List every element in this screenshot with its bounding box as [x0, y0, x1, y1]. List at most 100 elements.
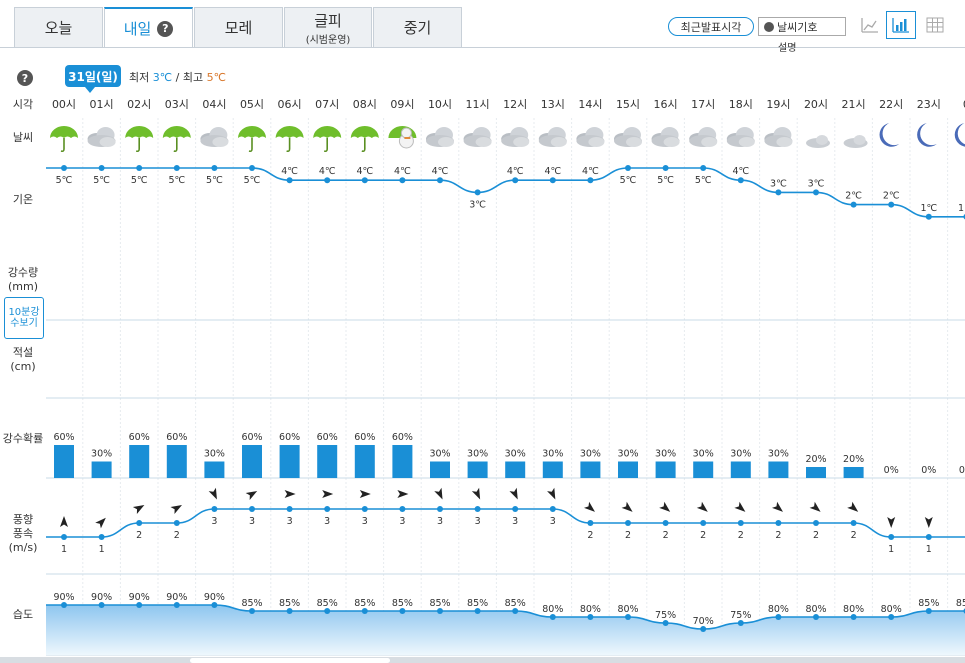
wind-arrow-icon: [471, 487, 481, 500]
temperature-point: [98, 165, 105, 171]
hour-label: 16시: [654, 98, 678, 111]
temperature-point: [737, 177, 744, 184]
precip-prob-label: 30%: [730, 449, 751, 460]
wind-speed-label: 3: [362, 516, 368, 527]
wind-arrow-icon: [322, 490, 334, 498]
hour-label: 04시: [202, 98, 226, 111]
wind-speed-label: 2: [775, 530, 781, 541]
wind-point: [437, 506, 443, 512]
humidity-label: 80%: [805, 604, 826, 615]
temperature-point: [813, 189, 819, 196]
wind-arrow-icon: [924, 517, 933, 528]
snow-row-label: 적설 (cm): [0, 346, 46, 374]
cloud-icon: [538, 127, 567, 147]
hour-label: 12시: [503, 98, 527, 111]
precip-prob-label: 30%: [204, 449, 225, 460]
umbrella-icon: [275, 126, 304, 153]
hour-label: 13시: [541, 98, 565, 111]
precip-prob-label: 60%: [279, 432, 300, 443]
temperature-label: 3℃: [469, 199, 486, 210]
wind-speed-label: 2: [625, 530, 631, 541]
wind-arrow-icon: [434, 487, 443, 500]
help-icon[interactable]: ?: [157, 20, 174, 37]
temperature-point: [587, 177, 594, 184]
precip-prob-bar: [91, 461, 112, 478]
humidity-label: 90%: [204, 592, 225, 603]
tab-two-days-after[interactable]: 글피 (시범운영): [284, 7, 372, 48]
wind-point: [61, 534, 67, 540]
hour-label: 03시: [165, 98, 189, 111]
humidity-area: [46, 605, 965, 655]
temperature-point: [925, 213, 932, 220]
tab-today[interactable]: 오늘: [14, 7, 103, 48]
precip-prob-bar: [430, 461, 450, 478]
temperature-point: [61, 165, 67, 171]
hour-label: 06시: [278, 98, 302, 111]
temperature-label: 5℃: [131, 175, 148, 186]
min-temp: 3℃: [152, 71, 173, 84]
weather-symbol-button[interactable]: 날씨기호: [758, 17, 846, 36]
snow-label: 적설: [12, 346, 34, 359]
humidity-label: 85%: [467, 598, 488, 609]
wind-point: [474, 506, 481, 512]
temperature-point: [549, 177, 556, 184]
hour-label: 00시: [52, 98, 76, 111]
info-icon: [764, 21, 774, 32]
wind-point: [512, 506, 519, 512]
precip-prob-label: 30%: [580, 449, 601, 460]
cloud-icon: [87, 127, 116, 147]
temperature-label: 5℃: [657, 175, 674, 186]
wind-arrow-icon: [621, 501, 633, 512]
wind-arrow-icon: [887, 517, 896, 528]
cloud-icon: [426, 127, 454, 147]
wind-dir-label: 풍향: [12, 513, 34, 526]
bar-chart-view-button[interactable]: [855, 11, 885, 39]
precip-prob-bar: [392, 445, 413, 478]
precip-prob-bar: [204, 461, 225, 478]
precip-prob-bar: [505, 461, 526, 478]
tab-mid-term[interactable]: 중기: [373, 7, 462, 48]
precip-prob-label: 30%: [693, 449, 714, 460]
wind-arrow-icon: [509, 487, 518, 500]
umbrella-icon: [350, 126, 379, 153]
tab-sublabel: (시범운영): [305, 34, 351, 46]
table-view-button[interactable]: [920, 11, 950, 39]
wind-speed-label: 3: [475, 516, 481, 527]
wind-speed-label: 1: [888, 544, 894, 555]
humidity-point: [662, 620, 669, 626]
precip-prob-bar: [655, 461, 676, 478]
humidity-label: 85%: [918, 598, 939, 609]
umbrella-icon: [238, 126, 266, 153]
humidity-label: 90%: [53, 592, 74, 603]
wind-point: [700, 520, 707, 526]
latest-release-button[interactable]: 최근발표시각: [668, 17, 754, 36]
temperature-label: 4℃: [281, 166, 298, 177]
graph-view-button[interactable]: [886, 11, 916, 39]
moon-icon: [954, 123, 965, 147]
humidity-point: [286, 608, 293, 614]
humidity-label: 90%: [166, 592, 187, 603]
humidity-label: 85%: [392, 598, 413, 609]
cloud-icon: [689, 127, 718, 147]
help-icon[interactable]: ?: [17, 70, 33, 86]
temperature-point: [249, 165, 255, 171]
ten-minute-precip-button[interactable]: 10분강수보기: [4, 297, 44, 339]
humidity-point: [249, 608, 255, 614]
precip-prob-bar: [843, 467, 864, 478]
scrollbar-thumb[interactable]: [190, 658, 390, 663]
tab-label: 글피: [314, 11, 342, 30]
temperature-point: [136, 165, 143, 171]
humidity-point: [625, 614, 631, 620]
min-label: 최저: [129, 71, 150, 84]
wind-speed-label: 2: [813, 530, 819, 541]
temperature-label: 5℃: [168, 175, 185, 186]
temperature-label: 4℃: [319, 166, 336, 177]
humidity-label: 80%: [617, 604, 638, 615]
precip-prob-label: 0%: [959, 465, 965, 476]
temperature-label: 4℃: [507, 166, 524, 177]
tab-tomorrow[interactable]: 내일?: [104, 7, 193, 48]
hour-label: 14시: [578, 98, 602, 111]
wind-point: [136, 520, 143, 526]
horizontal-scrollbar[interactable]: [0, 657, 965, 663]
